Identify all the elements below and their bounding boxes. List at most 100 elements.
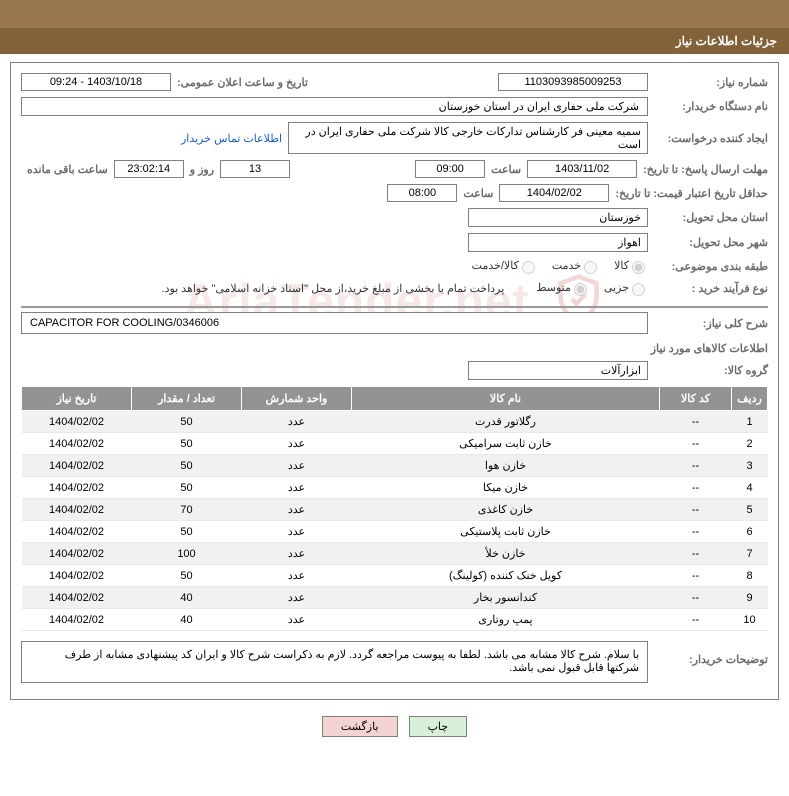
time-label-2: ساعت xyxy=(457,187,499,200)
requester-value: سمیه معینی فر کارشناس تدارکات خارجی کالا… xyxy=(288,122,648,154)
days-remaining: 13 xyxy=(220,160,290,178)
row-need-desc: شرح کلی نیاز: CAPACITOR FOR COOLING/0346… xyxy=(21,312,768,334)
items-table: ردیف کد کالا نام کالا واحد شمارش تعداد /… xyxy=(21,386,768,631)
cell-code: -- xyxy=(660,587,732,609)
buyer-contact-link[interactable]: اطلاعات تماس خریدار xyxy=(181,132,282,145)
table-row: 6--خازن ثابت پلاستیکیعدد501404/02/02 xyxy=(22,521,768,543)
buyer-org-value: شرکت ملی حفاری ایران در استان خوزستان xyxy=(21,97,648,116)
validity-date: 1404/02/02 xyxy=(499,184,609,202)
announce-datetime-label: تاریخ و ساعت اعلان عمومی: xyxy=(171,76,314,89)
cell-idx: 5 xyxy=(732,499,768,521)
city-label: شهر محل تحویل: xyxy=(648,236,768,249)
radio-medium-label: متوسط xyxy=(536,280,590,296)
city-value: اهواز xyxy=(468,233,648,252)
cell-unit: عدد xyxy=(242,587,352,609)
cell-name: خازن کاغذی xyxy=(352,499,660,521)
cell-unit: عدد xyxy=(242,477,352,499)
days-and-label: روز و xyxy=(184,163,220,176)
buyer-notes-label: توضیحات خریدار: xyxy=(648,641,768,683)
need-number-label: شماره نیاز: xyxy=(648,76,768,89)
table-row: 8--کویل خنک کننده (کولینگ)عدد501404/02/0… xyxy=(22,565,768,587)
buyer-org-label: نام دستگاه خریدار: xyxy=(648,100,768,113)
items-section-title: اطلاعات کالاهای مورد نیاز xyxy=(21,342,768,355)
table-row: 5--خازن کاغذیعدد701404/02/02 xyxy=(22,499,768,521)
validity-label: حداقل تاریخ اعتبار قیمت: تا تاریخ: xyxy=(609,187,768,200)
hours-remaining-label: ساعت باقی مانده xyxy=(21,163,114,176)
row-validity: حداقل تاریخ اعتبار قیمت: تا تاریخ: 1404/… xyxy=(21,184,768,202)
row-buyer-org: نام دستگاه خریدار: شرکت ملی حفاری ایران … xyxy=(21,97,768,116)
cell-date: 1404/02/02 xyxy=(22,499,132,521)
cell-qty: 50 xyxy=(132,521,242,543)
row-category: طبقه بندی موضوعی: کالا خدمت کالا/خدمت xyxy=(21,258,768,274)
buyer-notes-value: با سلام. شرح کالا مشابه می باشد. لطفا به… xyxy=(21,641,648,683)
th-idx: ردیف xyxy=(732,387,768,411)
cell-unit: عدد xyxy=(242,455,352,477)
print-button[interactable]: چاپ xyxy=(409,716,468,737)
table-row: 7--خازن خلأعدد1001404/02/02 xyxy=(22,543,768,565)
cell-idx: 2 xyxy=(732,433,768,455)
cell-unit: عدد xyxy=(242,609,352,631)
table-row: 3--خازن هواعدد501404/02/02 xyxy=(22,455,768,477)
cell-qty: 100 xyxy=(132,543,242,565)
cell-code: -- xyxy=(660,609,732,631)
deadline-date: 1403/11/02 xyxy=(527,160,637,178)
cell-name: پمپ روتاری xyxy=(352,609,660,631)
time-label-1: ساعت xyxy=(485,163,527,176)
cell-code: -- xyxy=(660,543,732,565)
cell-qty: 50 xyxy=(132,411,242,433)
province-value: خوزستان xyxy=(468,208,648,227)
table-row: 9--کندانسور بخارعدد401404/02/02 xyxy=(22,587,768,609)
radio-minor-label: جزیی xyxy=(604,280,648,296)
cell-name: کندانسور بخار xyxy=(352,587,660,609)
page-title: جزئیات اطلاعات نیاز xyxy=(676,34,777,48)
cell-idx: 7 xyxy=(732,543,768,565)
radio-goods-label: کالا xyxy=(614,258,648,274)
payment-note: پرداخت تمام یا بخشی از مبلغ خرید،از محل … xyxy=(162,282,505,295)
cell-idx: 4 xyxy=(732,477,768,499)
deadline-time: 09:00 xyxy=(415,160,485,178)
cell-code: -- xyxy=(660,455,732,477)
cell-date: 1404/02/02 xyxy=(22,411,132,433)
requester-label: ایجاد کننده درخواست: xyxy=(648,132,768,145)
cell-qty: 40 xyxy=(132,609,242,631)
main-panel: AriaTender.net شماره نیاز: 1103093985009… xyxy=(10,62,779,700)
radio-goods-service-label: کالا/خدمت xyxy=(472,258,538,274)
row-need-number: شماره نیاز: 1103093985009253 تاریخ و ساع… xyxy=(21,73,768,91)
need-desc-value: CAPACITOR FOR COOLING/0346006 xyxy=(21,312,648,334)
divider-1 xyxy=(21,306,768,308)
cell-name: خازن ثابت پلاستیکی xyxy=(352,521,660,543)
table-row: 2--خازن ثابت سرامیکیعدد501404/02/02 xyxy=(22,433,768,455)
table-row: 10--پمپ روتاریعدد401404/02/02 xyxy=(22,609,768,631)
deadline-label: مهلت ارسال پاسخ: تا تاریخ: xyxy=(637,163,768,176)
cell-name: خازن خلأ xyxy=(352,543,660,565)
cell-unit: عدد xyxy=(242,543,352,565)
radio-minor xyxy=(632,283,645,296)
category-label: طبقه بندی موضوعی: xyxy=(648,260,768,273)
group-label: گروه کالا: xyxy=(648,364,768,377)
back-button[interactable]: بازگشت xyxy=(322,716,398,737)
radio-service xyxy=(584,261,597,274)
cell-date: 1404/02/02 xyxy=(22,433,132,455)
row-province: استان محل تحویل: خوزستان xyxy=(21,208,768,227)
th-unit: واحد شمارش xyxy=(242,387,352,411)
purchase-type-label: نوع فرآیند خرید : xyxy=(648,282,768,295)
cell-date: 1404/02/02 xyxy=(22,455,132,477)
cell-code: -- xyxy=(660,499,732,521)
cell-name: رگلاتور قدرت xyxy=(352,411,660,433)
radio-goods xyxy=(632,261,645,274)
province-label: استان محل تحویل: xyxy=(648,211,768,224)
announce-datetime-value: 1403/10/18 - 09:24 xyxy=(21,73,171,91)
radio-goods-service xyxy=(522,261,535,274)
cell-date: 1404/02/02 xyxy=(22,565,132,587)
cell-code: -- xyxy=(660,433,732,455)
row-deadline: مهلت ارسال پاسخ: تا تاریخ: 1403/11/02 سا… xyxy=(21,160,768,178)
cell-unit: عدد xyxy=(242,521,352,543)
cell-name: کویل خنک کننده (کولینگ) xyxy=(352,565,660,587)
cell-code: -- xyxy=(660,521,732,543)
row-requester: ایجاد کننده درخواست: سمیه معینی فر کارشن… xyxy=(21,122,768,154)
cell-idx: 1 xyxy=(732,411,768,433)
table-head-row: ردیف کد کالا نام کالا واحد شمارش تعداد /… xyxy=(22,387,768,411)
button-bar: چاپ بازگشت xyxy=(0,708,789,751)
cell-date: 1404/02/02 xyxy=(22,477,132,499)
row-buyer-notes: توضیحات خریدار: با سلام. شرح کالا مشابه … xyxy=(21,641,768,683)
